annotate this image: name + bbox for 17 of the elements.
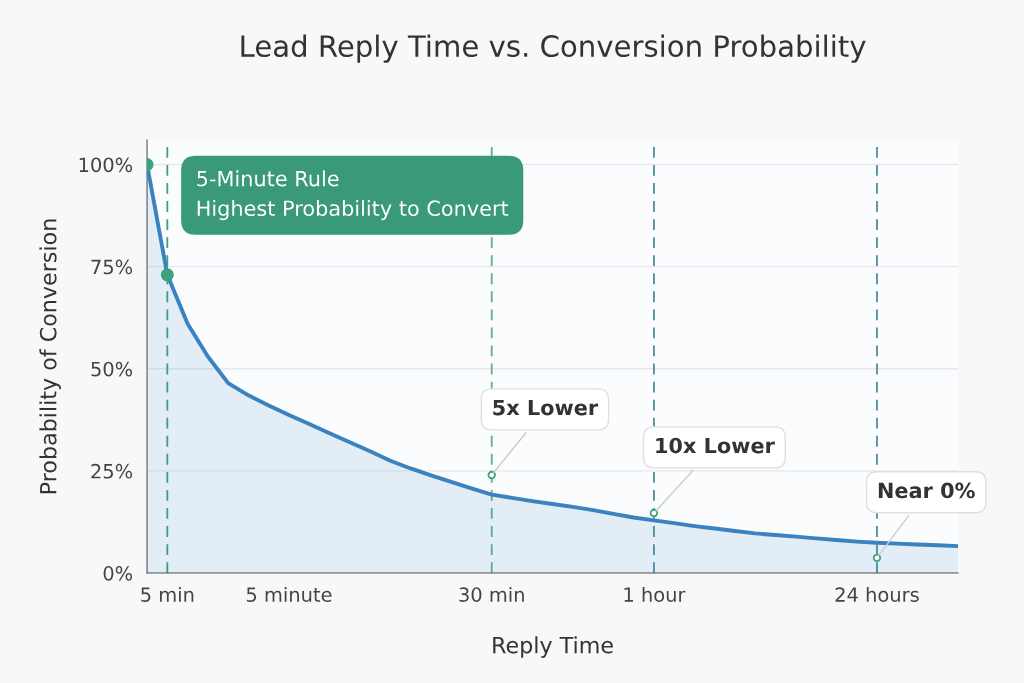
annotation: 5x Lower xyxy=(493,399,599,416)
annotation: 10x Lower xyxy=(656,437,775,454)
y-tick-label: 75% xyxy=(91,259,133,275)
y-tick-label: 50% xyxy=(91,361,133,377)
x-tick-label: 1 hour xyxy=(624,586,686,602)
x-tick-label: 5 min xyxy=(141,586,194,602)
y-tick-label: 25% xyxy=(91,463,133,479)
x-tick-label: 24 hours xyxy=(835,586,919,602)
x-axis-title: Reply Time xyxy=(493,636,613,658)
annotation: Near 0% xyxy=(878,482,975,499)
y-tick-label: 0% xyxy=(103,565,133,581)
x-tick-label: 5 minute xyxy=(246,586,332,602)
y-tick-label: 100% xyxy=(79,157,133,173)
y-axis-title: Probability of Conversion xyxy=(39,219,61,494)
annotation: 5-Minute Rule Highest Probability to Convert xyxy=(197,170,509,221)
chart-title: Lead Reply Time vs. Conversion Probability xyxy=(241,34,866,63)
x-tick-label: 30 min xyxy=(459,586,524,602)
